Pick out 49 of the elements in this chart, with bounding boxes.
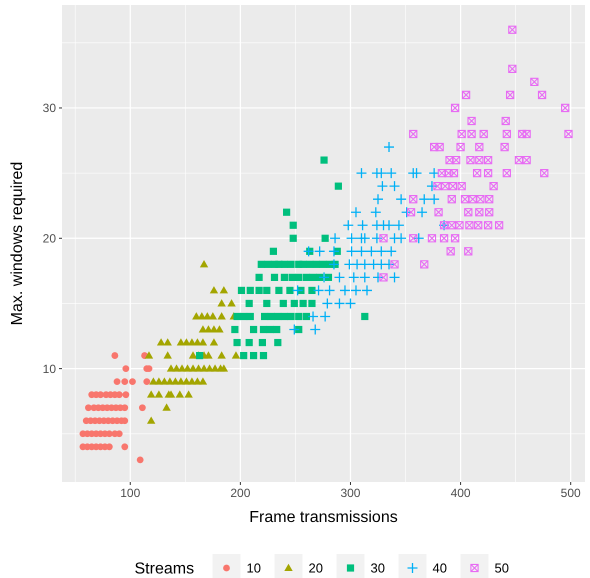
point: [176, 390, 184, 398]
x-tick-label: 300: [340, 486, 361, 500]
point: [143, 378, 150, 386]
point: [210, 286, 218, 294]
point: [122, 391, 130, 398]
point: [146, 390, 156, 398]
y-axis-title: Max. windows required: [9, 162, 26, 326]
point: [129, 378, 136, 386]
point: [164, 351, 172, 359]
point: [136, 456, 144, 464]
legend-label: 30: [370, 560, 385, 576]
point: [198, 377, 208, 385]
point: [146, 416, 156, 424]
point: [162, 403, 171, 411]
point: [121, 378, 128, 386]
point: [144, 351, 154, 359]
point: [114, 378, 120, 386]
legend-label: 10: [246, 560, 261, 576]
point: [204, 351, 213, 359]
point: [184, 390, 193, 398]
legend-label: 20: [308, 560, 323, 576]
point: [166, 390, 176, 398]
point: [164, 338, 172, 346]
legend-label: 50: [494, 560, 509, 576]
x-axis-title: Frame transmissions: [249, 509, 398, 526]
x-tick-label: 200: [230, 486, 251, 500]
point: [220, 364, 228, 372]
y-tick-label: 20: [42, 231, 56, 246]
x-tick-label: 400: [450, 486, 471, 500]
point: [217, 299, 226, 306]
point: [121, 443, 128, 450]
point: [220, 286, 228, 294]
x-tick-label: 100: [120, 486, 141, 500]
x-tick-label: 500: [560, 486, 582, 500]
point: [154, 390, 164, 398]
point: [217, 351, 226, 359]
y-tick-label: 30: [42, 101, 56, 116]
legend-title: Streams: [134, 560, 194, 578]
point: [217, 312, 226, 320]
point: [156, 338, 166, 346]
point: [138, 404, 146, 412]
point: [232, 351, 240, 359]
point: [227, 299, 236, 306]
legend-label: 40: [432, 560, 447, 576]
y-tick-label: 10: [42, 362, 56, 376]
point: [210, 338, 218, 346]
point: [200, 260, 208, 268]
point: [122, 365, 130, 372]
point: [111, 352, 118, 359]
